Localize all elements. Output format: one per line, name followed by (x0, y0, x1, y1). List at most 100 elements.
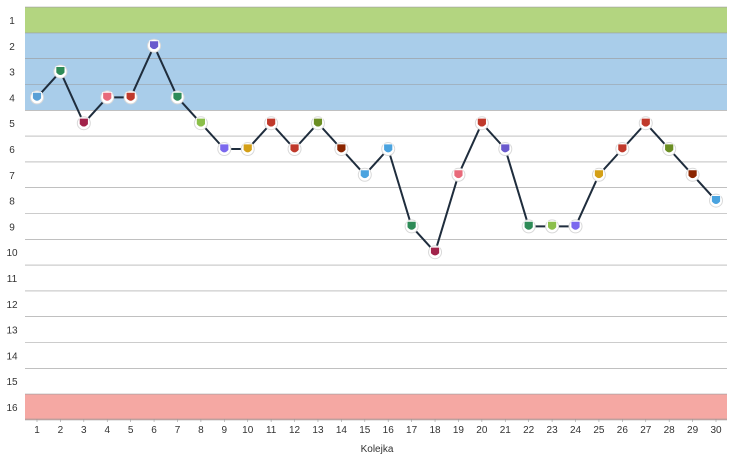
data-point (521, 219, 536, 234)
data-point (264, 116, 279, 131)
crest-icon (219, 143, 230, 154)
y-tick-label: 9 (9, 222, 15, 233)
x-tick-label: 22 (523, 425, 535, 436)
x-tick-label: 28 (664, 425, 676, 436)
x-tick-label: 17 (406, 425, 418, 436)
y-tick-label: 6 (9, 145, 15, 156)
x-tick-label: 1 (34, 425, 40, 436)
data-point (357, 167, 372, 182)
crest-icon (336, 143, 347, 154)
data-point (591, 167, 606, 182)
grid-layer (25, 6, 727, 421)
data-point (451, 167, 466, 182)
data-point (685, 167, 700, 182)
data-point (76, 116, 91, 131)
y-tick-label: 3 (9, 68, 15, 79)
crest-icon (172, 92, 183, 102)
crest-icon (78, 117, 89, 128)
x-tick-label: 21 (500, 425, 512, 436)
crest-icon (242, 143, 253, 154)
crest-icon (32, 92, 42, 102)
x-tick-label: 5 (128, 425, 134, 436)
x-tick-label: 14 (336, 425, 348, 436)
data-point (498, 142, 513, 156)
y-tick-label: 15 (6, 377, 18, 388)
y-tick-label: 1 (9, 16, 15, 27)
crest-icon (266, 117, 277, 128)
y-tick-label: 12 (6, 300, 18, 311)
crest-icon (500, 143, 511, 154)
data-point (147, 38, 162, 53)
y-tick-label: 2 (9, 42, 15, 53)
x-tick-label: 11 (266, 425, 277, 436)
x-tick-label: 24 (570, 425, 582, 436)
crest-icon (617, 143, 628, 154)
marker-layer (30, 38, 723, 260)
data-point (310, 116, 325, 131)
crest-icon (195, 117, 206, 128)
data-point (170, 90, 185, 105)
data-point (545, 219, 560, 234)
y-tick-label: 7 (9, 171, 15, 182)
crest-icon (359, 169, 370, 179)
data-point (474, 116, 489, 131)
x-tick-label: 29 (687, 425, 699, 436)
x-tick-label: 3 (81, 425, 87, 436)
x-tick-label: 10 (242, 425, 254, 436)
data-point (53, 64, 68, 79)
y-tick-label: 5 (9, 119, 15, 130)
crest-icon (313, 117, 323, 128)
y-tick-label: 4 (9, 93, 15, 104)
crest-icon (594, 169, 604, 179)
x-axis-title: Kolejka (361, 444, 394, 455)
data-point (334, 142, 349, 156)
data-point (638, 116, 653, 131)
x-tick-label: 23 (547, 425, 559, 436)
x-tick-label: 30 (710, 425, 722, 436)
x-tick-label: 6 (151, 425, 157, 436)
x-tick-label: 7 (175, 425, 181, 436)
crest-icon (711, 195, 721, 205)
crest-icon (547, 221, 558, 231)
y-tick-label: 10 (6, 248, 18, 259)
crest-icon (102, 92, 113, 102)
crest-icon (55, 66, 66, 76)
crest-icon (289, 143, 300, 154)
x-tick-label: 16 (383, 425, 395, 436)
data-point (404, 219, 419, 234)
y-tick-label: 14 (6, 351, 18, 362)
y-tick-label: 8 (9, 197, 15, 208)
crest-icon (687, 169, 698, 179)
data-point (709, 193, 723, 208)
y-tick-label: 16 (6, 403, 18, 414)
zones-layer (25, 7, 727, 420)
x-tick-label: 12 (289, 425, 301, 436)
x-tick-label: 20 (476, 425, 488, 436)
data-point (100, 90, 115, 105)
data-point (240, 142, 255, 156)
data-point (381, 142, 396, 156)
data-point (428, 245, 443, 260)
crest-icon (383, 143, 394, 154)
crest-icon (640, 117, 651, 128)
data-point (123, 90, 138, 105)
zone-band-0 (25, 7, 727, 33)
x-tick-label: 26 (617, 425, 629, 436)
x-tick-label: 18 (429, 425, 441, 436)
data-point (568, 219, 583, 234)
x-tick-label: 2 (58, 425, 64, 436)
x-tick-label: 13 (312, 425, 324, 436)
x-tick-label: 19 (453, 425, 465, 436)
data-point (217, 142, 232, 156)
data-point (615, 142, 630, 156)
y-tick-label: 11 (7, 274, 18, 285)
x-tick-label: 27 (640, 425, 652, 436)
crest-icon (570, 221, 581, 231)
zone-band-2 (25, 394, 727, 420)
data-point (30, 90, 44, 105)
x-tick-label: 25 (593, 425, 605, 436)
crest-icon (149, 40, 159, 50)
